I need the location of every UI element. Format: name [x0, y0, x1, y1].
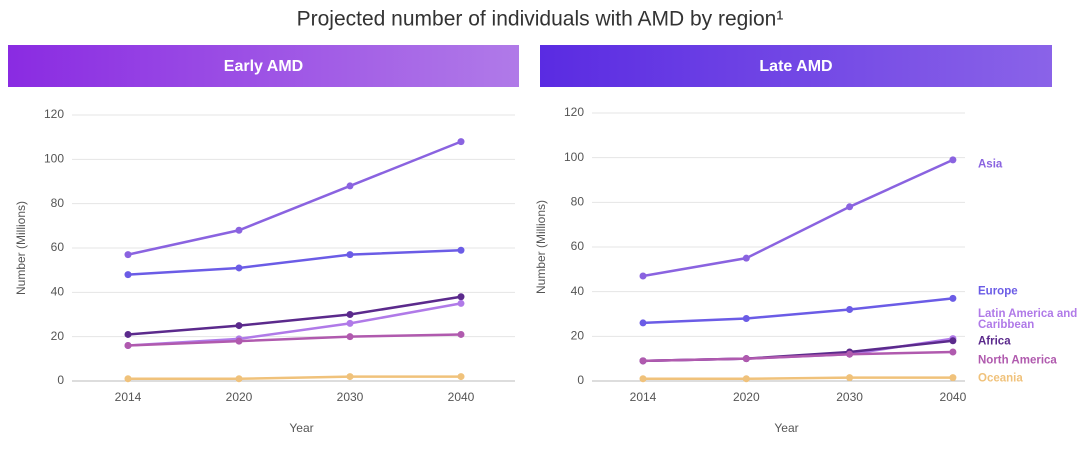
series-line	[128, 375, 461, 381]
data-point	[346, 319, 354, 327]
y-tick-label: 80	[51, 196, 65, 210]
data-point	[346, 373, 354, 381]
y-tick-label: 120	[564, 105, 584, 119]
data-point	[346, 182, 354, 190]
y-axis-label: Number (Millions)	[14, 201, 28, 295]
y-tick-label: 20	[51, 329, 65, 343]
x-tick-label: 2020	[226, 390, 253, 404]
chart-title: Late AMD	[759, 58, 832, 75]
data-point	[124, 375, 132, 383]
data-point	[124, 342, 132, 350]
data-point	[639, 319, 647, 327]
y-tick-label: 0	[577, 373, 584, 387]
data-point	[235, 337, 243, 345]
header-banner	[8, 45, 519, 87]
data-point	[742, 314, 750, 322]
data-point	[949, 156, 957, 164]
data-point	[949, 374, 957, 382]
x-axis-label: Year	[289, 421, 313, 435]
data-point	[457, 299, 465, 307]
data-point	[346, 251, 354, 259]
series-line	[642, 158, 954, 278]
data-point	[846, 306, 854, 314]
series-line	[127, 333, 462, 347]
y-tick-label: 60	[571, 239, 585, 253]
header-banner	[540, 45, 1052, 87]
data-point	[639, 272, 647, 280]
y-axis-label: Number (Millions)	[534, 200, 548, 294]
series-line	[127, 140, 462, 256]
data-point	[846, 374, 854, 382]
series-label: Asia	[978, 158, 1003, 171]
data-point	[742, 355, 750, 363]
data-point	[124, 251, 132, 259]
data-point	[457, 330, 465, 338]
data-point	[124, 271, 132, 279]
series-label: North America	[978, 354, 1057, 367]
data-point	[124, 330, 132, 338]
data-point	[235, 322, 243, 330]
x-axis-label: Year	[774, 421, 798, 435]
data-point	[235, 226, 243, 234]
x-tick-label: 2014	[630, 390, 657, 404]
y-tick-label: 40	[571, 284, 585, 298]
y-tick-label: 120	[44, 107, 64, 121]
x-tick-label: 2040	[940, 390, 967, 404]
chart-title: Early AMD	[224, 58, 303, 75]
series-line	[127, 295, 462, 336]
series-line	[642, 350, 953, 363]
series-label: Latin America and Caribbean	[978, 308, 1078, 331]
data-point	[457, 246, 465, 254]
data-point	[639, 357, 647, 365]
y-tick-label: 80	[571, 195, 585, 209]
page-title: Projected number of individuals with AMD…	[297, 8, 784, 31]
x-tick-label: 2020	[733, 390, 760, 404]
y-tick-label: 60	[51, 240, 65, 254]
data-point	[846, 203, 854, 211]
data-point	[949, 337, 957, 345]
series-line	[642, 339, 954, 363]
y-tick-label: 0	[57, 373, 64, 387]
data-point	[346, 333, 354, 341]
data-point	[639, 375, 647, 383]
y-tick-label: 100	[564, 150, 584, 164]
series-line	[643, 376, 953, 381]
data-point	[846, 350, 854, 358]
x-tick-label: 2030	[337, 390, 364, 404]
y-tick-label: 40	[51, 285, 65, 299]
data-point	[949, 294, 957, 302]
data-point	[457, 138, 465, 146]
data-point	[235, 375, 243, 383]
data-point	[235, 264, 243, 272]
data-point	[346, 311, 354, 318]
series-line	[642, 297, 954, 325]
x-tick-label: 2014	[115, 390, 142, 404]
x-tick-label: 2040	[448, 390, 475, 404]
data-point	[457, 373, 465, 381]
data-point	[457, 293, 465, 301]
series-label: Oceania	[978, 372, 1023, 385]
x-tick-label: 2030	[836, 390, 863, 404]
series-label: Europe	[978, 285, 1018, 298]
data-point	[742, 375, 750, 383]
data-point	[949, 348, 957, 356]
y-tick-label: 100	[44, 152, 64, 166]
series-line	[127, 248, 462, 276]
series-label: Africa	[978, 335, 1011, 348]
data-point	[742, 254, 750, 262]
y-tick-label: 20	[571, 329, 585, 343]
